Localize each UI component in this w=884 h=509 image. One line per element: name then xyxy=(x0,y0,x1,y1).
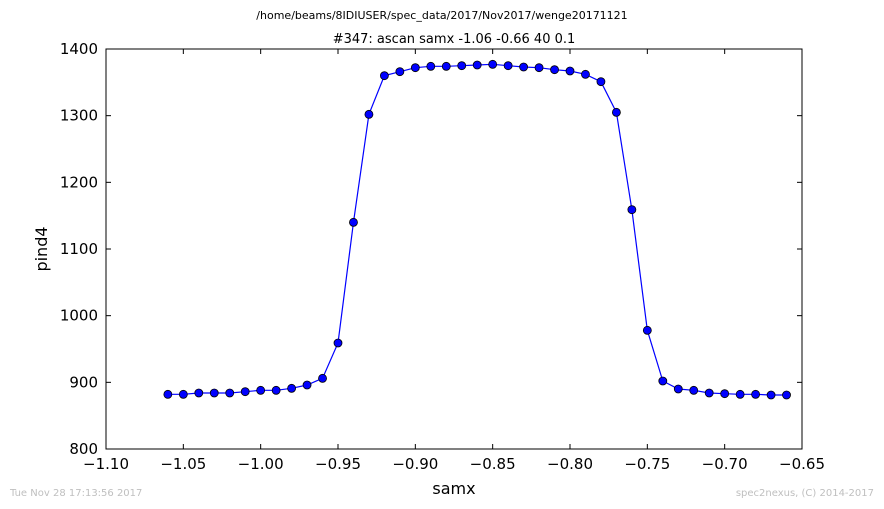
y-tick-label: 1000 xyxy=(60,307,98,325)
data-point xyxy=(379,71,389,81)
data-point xyxy=(488,59,498,69)
x-tick-label: −1.00 xyxy=(238,455,284,473)
x-axis-label: samx xyxy=(432,479,475,498)
data-point xyxy=(519,62,528,72)
data-point xyxy=(302,380,312,390)
data-point xyxy=(534,63,544,73)
y-axis-label: pind4 xyxy=(32,226,51,271)
y-tick-label: 800 xyxy=(69,440,98,458)
figure-suptitle: /home/beams/8IDIUSER/spec_data/2017/Nov2… xyxy=(256,9,628,22)
data-point xyxy=(318,373,327,383)
data-point xyxy=(766,390,776,400)
x-tick-label: −0.75 xyxy=(624,455,670,473)
y-tick-label: 1200 xyxy=(60,173,98,191)
data-point xyxy=(689,385,699,395)
x-tick-label: −0.85 xyxy=(470,455,516,473)
x-tick-label: −0.80 xyxy=(547,455,593,473)
x-tick-label: −0.90 xyxy=(392,455,438,473)
data-point xyxy=(627,205,637,215)
axes: −1.10 −1.05 −1.00 −0.95 −0.90 −0.85 −0.80 −0.75… xyxy=(60,40,825,473)
plot-frame xyxy=(105,48,803,450)
data-point xyxy=(751,389,760,399)
data-point xyxy=(596,77,606,87)
series-line xyxy=(167,63,787,396)
data-point xyxy=(271,385,281,395)
data-point xyxy=(256,385,266,395)
data-point xyxy=(642,325,652,335)
y-tick-label: 1300 xyxy=(60,107,98,125)
data-point xyxy=(565,66,575,76)
data-point xyxy=(163,389,173,399)
data-point xyxy=(333,338,343,348)
data-point xyxy=(364,109,374,119)
data-point xyxy=(426,61,436,71)
footer-timestamp: Tue Nov 28 17:13:56 2017 xyxy=(10,488,143,499)
data-point xyxy=(673,384,683,394)
data-point xyxy=(410,63,420,73)
data-point xyxy=(349,217,358,227)
data-point xyxy=(395,67,405,77)
footer-credit: spec2nexus, (C) 2014-2017 xyxy=(735,488,874,499)
data-point xyxy=(194,388,204,398)
data-point xyxy=(472,60,482,70)
data-point xyxy=(225,388,235,398)
data-point xyxy=(441,61,451,71)
data-point xyxy=(581,69,590,79)
x-tick-label: −0.65 xyxy=(779,455,825,473)
data-point xyxy=(720,389,730,399)
data-point xyxy=(178,389,188,399)
data-point xyxy=(735,389,745,399)
y-tick-label: 1100 xyxy=(60,240,98,258)
chart-title: #347: ascan samx -1.06 -0.66 40 0.1 xyxy=(333,32,576,47)
data-series xyxy=(163,59,791,400)
data-point xyxy=(457,61,467,71)
data-point xyxy=(287,383,297,393)
data-point xyxy=(503,61,513,71)
data-point xyxy=(704,388,714,398)
y-tick-label: 1400 xyxy=(60,40,98,58)
data-point xyxy=(612,107,621,117)
data-point xyxy=(658,376,668,386)
data-point xyxy=(240,387,250,397)
x-tick-label: −0.70 xyxy=(702,455,748,473)
x-tick-label: −1.05 xyxy=(160,455,206,473)
x-tick-label: −0.95 xyxy=(315,455,361,473)
data-point xyxy=(782,390,791,400)
data-point xyxy=(550,65,559,75)
y-tick-label: 900 xyxy=(69,373,98,391)
data-point xyxy=(209,388,219,398)
x-tick-label: −1.10 xyxy=(83,455,129,473)
